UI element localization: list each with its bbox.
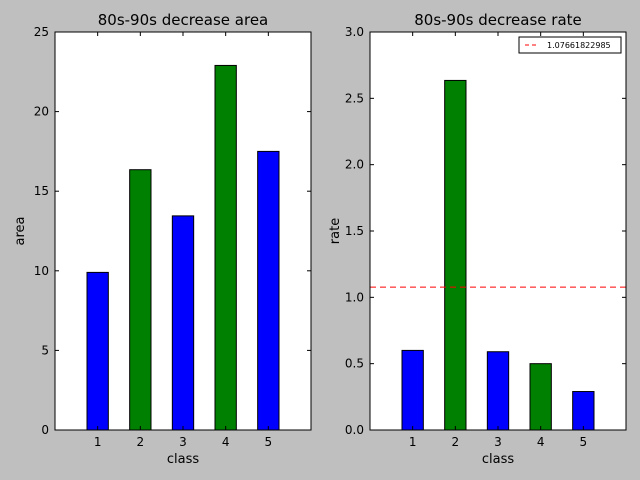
- rate-ytick-label: 3.0: [345, 25, 364, 39]
- rate-ytick-label: 1.0: [345, 290, 364, 304]
- area-xtick-label: 4: [222, 435, 230, 449]
- rate-legend-box: [518, 36, 622, 54]
- area-chart-panel: 1 2 3 4 5 0 5 10 15 20 25 80s-90s decrease area clas…: [13, 11, 312, 467]
- area-bar-1: [86, 271, 109, 431]
- rate-xtick-label: 4: [537, 435, 545, 449]
- rate-y-axis-label: rate: [328, 218, 343, 244]
- area-x-axis-label: class: [167, 452, 199, 467]
- area-bar-4: [214, 64, 237, 431]
- area-ytick-label: 10: [34, 264, 49, 278]
- area-ytick-label: 0: [41, 423, 49, 437]
- rate-bar-1: [401, 349, 424, 431]
- rate-chart-panel: 1 2 3 4 5 0.0 0.5 1.0 1.5 2.0 2.5 3.0 80s-90s decrea…: [328, 11, 627, 467]
- rate-xtick-label: 1: [409, 435, 417, 449]
- rate-bar-2: [444, 79, 467, 431]
- rate-xtick-label: 3: [494, 435, 502, 449]
- rate-legend: 1.07661822985: [518, 36, 622, 54]
- area-xtick-label: 5: [265, 435, 273, 449]
- area-xtick-label: 1: [94, 435, 102, 449]
- rate-bar-4: [529, 363, 552, 431]
- rate-bar-5: [572, 391, 595, 431]
- rate-ytick-label: 2.5: [345, 91, 364, 105]
- area-ytick-label: 20: [34, 105, 49, 119]
- area-xtick-label: 3: [179, 435, 187, 449]
- rate-ytick-label: 1.5: [345, 224, 364, 238]
- rate-bar-3: [486, 351, 510, 431]
- area-bar-3: [171, 215, 195, 431]
- area-ytick-label: 15: [34, 184, 49, 198]
- area-ytick-label: 25: [34, 25, 49, 39]
- area-y-axis-label: area: [13, 217, 28, 246]
- rate-ytick-label: 0.0: [345, 423, 364, 437]
- rate-xtick-label: 5: [580, 435, 588, 449]
- rate-ytick-label: 0.5: [345, 357, 364, 371]
- rate-legend-entry: 1.07661822985: [547, 41, 611, 50]
- rate-x-axis-label: class: [482, 452, 514, 467]
- area-bar-5: [257, 150, 280, 431]
- rate-xtick-label: 2: [452, 435, 460, 449]
- area-chart-title: 80s-90s decrease area: [98, 11, 269, 29]
- area-bar-2: [129, 169, 152, 431]
- area-ytick-label: 5: [41, 343, 49, 357]
- area-xtick-label: 2: [137, 435, 145, 449]
- rate-ytick-label: 2.0: [345, 158, 364, 172]
- rate-chart-title: 80s-90s decrease rate: [414, 11, 582, 29]
